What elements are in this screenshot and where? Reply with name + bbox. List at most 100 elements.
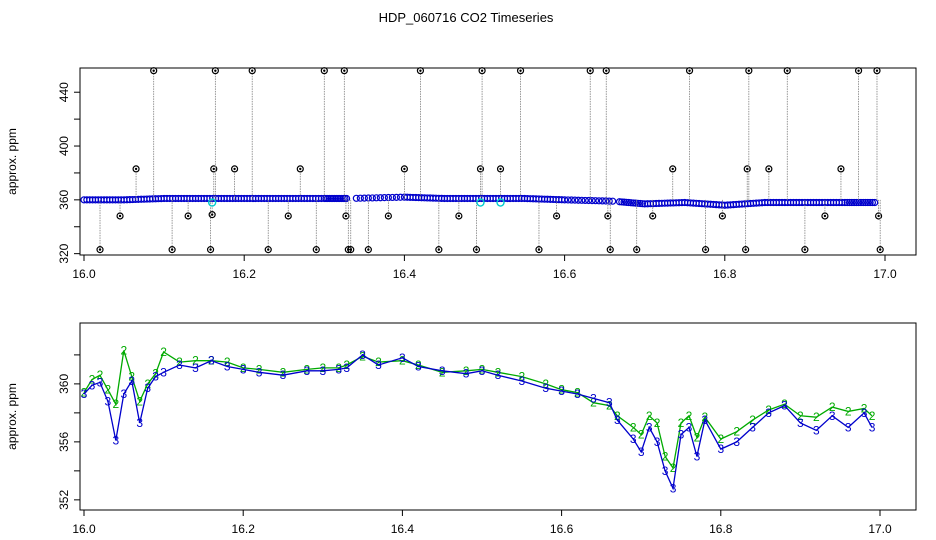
baseline-point xyxy=(636,199,644,208)
baseline-point xyxy=(567,196,576,204)
series-marker: 2 xyxy=(670,461,677,475)
spike-point-core xyxy=(635,248,638,251)
spike-point xyxy=(150,67,158,75)
baseline-point xyxy=(356,194,364,202)
spike-point-core xyxy=(212,167,215,171)
baseline-point xyxy=(605,197,613,205)
spike-point xyxy=(340,67,348,75)
series-marker: 2 xyxy=(136,394,143,408)
series-marker: 2 xyxy=(105,383,112,397)
series-marker: 2 xyxy=(359,349,366,363)
series-marker: 3 xyxy=(105,394,112,408)
spike-point-core xyxy=(267,248,270,251)
spike-point-core xyxy=(419,69,422,72)
spike-point xyxy=(472,246,481,254)
baseline-point xyxy=(638,200,647,208)
spike-point-core xyxy=(344,214,348,218)
x-tick-label: 16.0 xyxy=(72,522,96,536)
baseline-point xyxy=(376,194,384,202)
spike-point xyxy=(184,212,192,220)
baseline-point xyxy=(864,198,872,207)
y-tick-label: 356 xyxy=(57,432,71,452)
co2-panel-bottom: 16.0 16.2 16.4 16.6 16.8 17.0 352 356 360 approx.… xyxy=(5,322,917,536)
spike-point-core xyxy=(475,248,478,251)
series-marker: 3 xyxy=(702,413,709,427)
spike-point-core xyxy=(839,167,843,171)
baseline-point xyxy=(578,196,586,204)
x-tick-label: 16.4 xyxy=(393,267,417,281)
y-axis-label: approx. ppm xyxy=(5,383,19,450)
baseline-point xyxy=(360,194,368,202)
spike-point-core xyxy=(251,69,254,72)
series-marker: 3 xyxy=(614,413,621,427)
spike-point xyxy=(602,67,610,75)
series-marker: 2 xyxy=(614,409,621,423)
series-marker: 3 xyxy=(845,420,852,434)
baseline-point xyxy=(841,198,849,207)
baseline-point xyxy=(620,198,628,206)
series-marker: 3 xyxy=(869,420,876,434)
co2-panel-top: 16.0 16.2 16.4 16.6 16.8 17.0 320 360 400 440 appr… xyxy=(5,67,917,281)
series-marker: 3 xyxy=(319,364,326,378)
spike-point xyxy=(876,246,884,254)
series-marker: 3 xyxy=(638,445,645,459)
series-marker: 2 xyxy=(702,410,709,424)
series-marker: 2 xyxy=(319,361,326,375)
x-tick-label: 16.0 xyxy=(72,267,96,281)
spike-point xyxy=(96,246,104,254)
spike-point-core xyxy=(746,167,749,171)
series-marker: 2 xyxy=(606,399,613,413)
series-marker: 3 xyxy=(280,368,287,382)
series-marker: 3 xyxy=(781,399,788,413)
x-tick-label: 16.2 xyxy=(233,267,257,281)
series-marker: 3 xyxy=(518,374,525,388)
plot-frame xyxy=(79,322,917,511)
series-marker: 2 xyxy=(439,365,446,379)
spike-point-core xyxy=(349,248,352,251)
series-marker: 3 xyxy=(439,364,446,378)
spike-point-core xyxy=(605,69,608,72)
series-marker: 3 xyxy=(797,416,804,430)
baseline-point xyxy=(368,194,376,202)
x-tick-label: 16.6 xyxy=(550,522,574,536)
spike-point xyxy=(874,212,883,220)
spike-point xyxy=(604,212,612,220)
spike-point-core xyxy=(875,69,879,72)
spike-point xyxy=(284,212,292,220)
spike-point xyxy=(765,165,773,173)
spike-point xyxy=(435,246,443,254)
series-marker: 3 xyxy=(343,361,350,375)
spike-point-core xyxy=(323,69,326,72)
spike-point xyxy=(837,165,845,173)
series-marker: 2 xyxy=(152,367,159,381)
series-marker: 3 xyxy=(733,435,740,449)
spike-point xyxy=(476,165,485,173)
series-marker: 2 xyxy=(120,344,127,358)
baseline-point xyxy=(845,198,854,207)
spike-point xyxy=(230,165,239,173)
spike-point xyxy=(347,246,355,254)
spike-point xyxy=(478,67,486,75)
spike-point xyxy=(669,165,677,173)
series-marker: 2 xyxy=(81,386,88,400)
spike-point xyxy=(400,165,408,173)
baseline-point xyxy=(838,198,846,207)
baseline-point xyxy=(388,193,396,202)
series-marker: 2 xyxy=(375,355,382,369)
series-marker: 2 xyxy=(662,449,669,463)
series-marker: 2 xyxy=(654,416,661,430)
series-marker: 3 xyxy=(829,409,836,423)
x-tick-label: 16.4 xyxy=(391,522,415,536)
series-marker: 2 xyxy=(240,361,247,375)
series-marker: 2 xyxy=(590,396,597,410)
spike-point-core xyxy=(186,214,190,218)
series-marker: 3 xyxy=(136,416,143,430)
x-tick-label: 16.2 xyxy=(232,522,256,536)
y-tick-label: 320 xyxy=(57,243,71,263)
spike-point-core xyxy=(651,214,654,218)
spike-point-core xyxy=(823,214,827,218)
baseline-point xyxy=(868,198,877,207)
cyan-point xyxy=(207,198,217,207)
spike-point-core xyxy=(118,214,122,218)
